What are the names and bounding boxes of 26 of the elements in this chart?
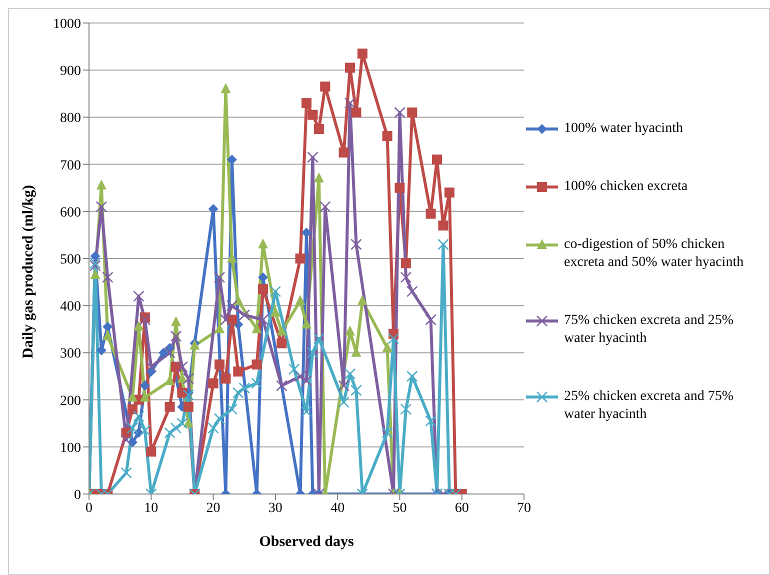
- y-tick-label: 700: [60, 158, 81, 174]
- y-tick-label: 900: [60, 64, 81, 80]
- x-axis-title: Observed days: [259, 534, 354, 550]
- y-tick-label: 1000: [53, 16, 81, 32]
- y-tick-label: 500: [60, 252, 81, 268]
- x-tick-label: 10: [144, 500, 158, 516]
- x-tick-label: 20: [206, 500, 220, 516]
- x-tick-label: 70: [517, 500, 531, 516]
- x-tick-label: 60: [454, 500, 469, 516]
- legend-label: 25% chicken excreta and 75% water hyacinth: [564, 388, 734, 424]
- legend-label: 100% water hyacinth: [564, 120, 683, 138]
- x-tick-label: 30: [268, 500, 282, 516]
- x-tick-label: 50: [392, 500, 407, 516]
- y-axis-title: Daily gas produced (ml/kg): [20, 185, 36, 358]
- legend-label: co-digestion of 50% chicken excreta and 50% water hyacinth: [564, 236, 745, 272]
- y-tick-label: 0: [74, 488, 81, 503]
- y-tick-label: 100: [60, 440, 81, 456]
- x-tick-label: 40: [330, 500, 345, 516]
- y-tick-label: 300: [60, 346, 81, 362]
- y-tick-label: 400: [60, 300, 81, 315]
- legend-label: 100% chicken excreta: [564, 178, 688, 196]
- y-tick-label: 600: [60, 205, 81, 220]
- x-tick-label: 0: [86, 500, 92, 516]
- y-tick-label: 800: [60, 111, 81, 126]
- y-tick-label: 200: [60, 394, 81, 409]
- legend-label: 75% chicken excreta and 25% water hyacinth: [564, 312, 734, 348]
